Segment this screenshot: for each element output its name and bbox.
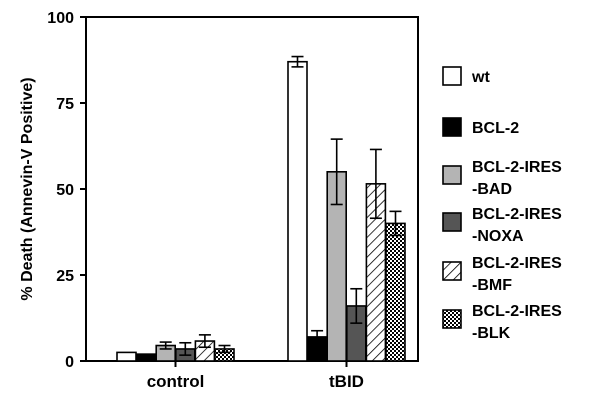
y-tick-label: 0 [65, 354, 74, 371]
legend-swatch [442, 117, 462, 137]
legend-swatch [442, 309, 462, 329]
bar [116, 351, 137, 362]
plot-area: 0 25 50 75 100 control tBID [47, 10, 419, 391]
x-tick-label: tBID [329, 372, 364, 391]
legend-label: -BAD [472, 181, 512, 198]
legend-label: BCL-2-IRES [472, 206, 562, 223]
legend-label: BCL-2-IRES [472, 255, 562, 272]
legend-swatch [442, 66, 462, 86]
legend-label: wt [471, 69, 490, 86]
bar [385, 222, 406, 362]
bar [135, 353, 157, 362]
y-tick-label: 50 [56, 182, 74, 199]
y-tick-label: 75 [56, 96, 74, 113]
legend-label: BCL-2 [472, 120, 519, 137]
legend-label: BCL-2-IRES [472, 303, 562, 320]
legend-label: BCL-2-IRES [472, 159, 562, 176]
legend-label: -BMF [472, 277, 512, 294]
legend-swatch [442, 261, 462, 281]
y-tick-label: 25 [56, 268, 74, 285]
legend-swatch [442, 212, 462, 232]
legend-label: -NOXA [472, 228, 524, 245]
bar [287, 60, 308, 362]
y-axis-label: % Death (Annevin-V Positive) [19, 77, 36, 300]
x-tick-label: control [147, 372, 205, 391]
y-tick-label: 100 [47, 10, 74, 27]
legend-swatch [442, 165, 462, 185]
legend-label: -BLK [472, 325, 511, 342]
legend: wt BCL-2 BCL-2-IRES -BAD BCL-2-IRES -NOXA BCL-… [442, 66, 562, 342]
